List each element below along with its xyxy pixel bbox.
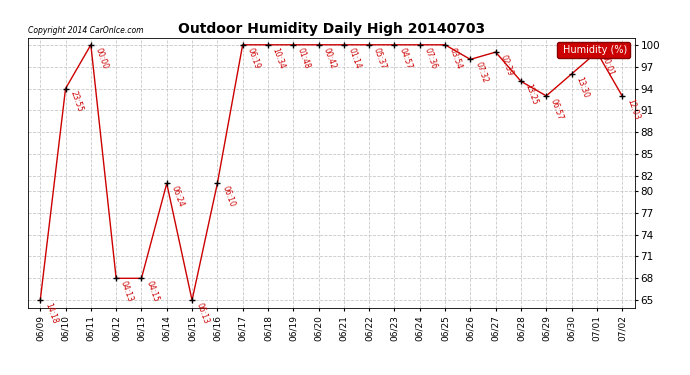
Text: 14:18: 14:18: [43, 302, 59, 325]
Text: 03:54: 03:54: [448, 46, 464, 70]
Text: 05:37: 05:37: [372, 46, 388, 70]
Text: 01:48: 01:48: [296, 46, 312, 70]
Text: 06:10: 06:10: [220, 185, 236, 209]
Text: Copyright 2014 CarOnIce.com: Copyright 2014 CarOnIce.com: [28, 26, 143, 35]
Text: 00:01: 00:01: [600, 54, 615, 77]
Text: 04:13: 04:13: [119, 280, 135, 303]
Text: 13:25: 13:25: [524, 82, 540, 106]
Text: 07:36: 07:36: [422, 46, 439, 70]
Text: 07:32: 07:32: [473, 61, 489, 84]
Text: 06:57: 06:57: [549, 97, 565, 121]
Text: 02:39: 02:39: [498, 54, 514, 77]
Legend: Humidity (%): Humidity (%): [557, 42, 630, 58]
Text: 00:00: 00:00: [94, 46, 110, 70]
Text: 06:24: 06:24: [170, 185, 186, 209]
Title: Outdoor Humidity Daily High 20140703: Outdoor Humidity Daily High 20140703: [177, 22, 485, 36]
Text: 12:03: 12:03: [625, 97, 641, 121]
Text: 06:19: 06:19: [246, 46, 262, 70]
Text: 04:57: 04:57: [397, 46, 413, 70]
Text: 04:15: 04:15: [144, 280, 160, 303]
Text: 00:42: 00:42: [322, 46, 337, 70]
Text: 06:13: 06:13: [195, 302, 210, 325]
Text: 13:30: 13:30: [574, 75, 590, 99]
Text: 10:34: 10:34: [270, 46, 286, 70]
Text: 01:14: 01:14: [346, 46, 362, 70]
Text: 23:55: 23:55: [68, 90, 84, 114]
